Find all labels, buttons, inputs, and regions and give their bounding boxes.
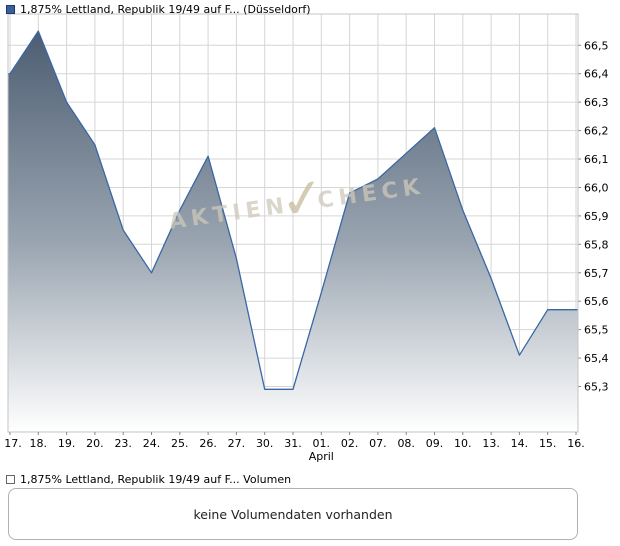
- svg-text:66,3: 66,3: [584, 96, 609, 109]
- volume-series-marker-icon: [6, 475, 15, 484]
- svg-text:26.: 26.: [199, 437, 217, 450]
- volume-series-label: 1,875% Lettland, Republik 19/49 auf F...…: [20, 473, 292, 486]
- svg-text:66,1: 66,1: [584, 153, 609, 166]
- svg-text:65,9: 65,9: [584, 210, 609, 223]
- volume-panel: keine Volumendaten vorhanden: [8, 488, 578, 540]
- volume-legend: 1,875% Lettland, Republik 19/49 auf F...…: [6, 473, 291, 486]
- svg-text:18.: 18.: [30, 437, 48, 450]
- svg-text:01.: 01.: [313, 437, 331, 450]
- price-chart-canvas[interactable]: 66,5 66,4 66,3 66,2 66,1 66,0 65,9 65,8 65,7 65,6…: [0, 0, 620, 466]
- svg-text:23.: 23.: [114, 437, 132, 450]
- svg-text:13.: 13.: [482, 437, 500, 450]
- svg-text:08.: 08.: [397, 437, 415, 450]
- svg-text:17.: 17.: [4, 437, 22, 450]
- svg-text:65,4: 65,4: [584, 352, 609, 365]
- svg-text:65,8: 65,8: [584, 238, 609, 251]
- svg-text:30.: 30.: [256, 437, 274, 450]
- svg-text:16.: 16.: [567, 437, 585, 450]
- svg-text:65,7: 65,7: [584, 267, 609, 280]
- price-legend: 1,875% Lettland, Republik 19/49 auf F...…: [6, 3, 311, 16]
- svg-text:April: April: [309, 450, 334, 463]
- svg-text:66,4: 66,4: [584, 68, 609, 81]
- svg-text:65,6: 65,6: [584, 295, 609, 308]
- svg-text:27.: 27.: [228, 437, 246, 450]
- svg-text:25.: 25.: [171, 437, 189, 450]
- svg-text:10.: 10.: [454, 437, 472, 450]
- svg-text:15.: 15.: [539, 437, 557, 450]
- svg-text:19.: 19.: [58, 437, 76, 450]
- svg-text:02.: 02.: [341, 437, 359, 450]
- svg-text:31.: 31.: [284, 437, 302, 450]
- svg-text:14.: 14.: [511, 437, 529, 450]
- svg-text:65,5: 65,5: [584, 324, 609, 337]
- price-series-label: 1,875% Lettland, Republik 19/49 auf F...…: [20, 3, 311, 16]
- svg-text:07.: 07.: [369, 437, 387, 450]
- svg-text:66,2: 66,2: [584, 125, 609, 138]
- svg-text:65,3: 65,3: [584, 381, 609, 394]
- svg-text:66,5: 66,5: [584, 39, 609, 52]
- price-series-marker-icon: [6, 5, 15, 14]
- svg-text:20.: 20.: [86, 437, 104, 450]
- svg-text:66,0: 66,0: [584, 182, 609, 195]
- svg-text:24.: 24.: [143, 437, 161, 450]
- volume-message: keine Volumendaten vorhanden: [193, 506, 393, 522]
- svg-text:09.: 09.: [426, 437, 444, 450]
